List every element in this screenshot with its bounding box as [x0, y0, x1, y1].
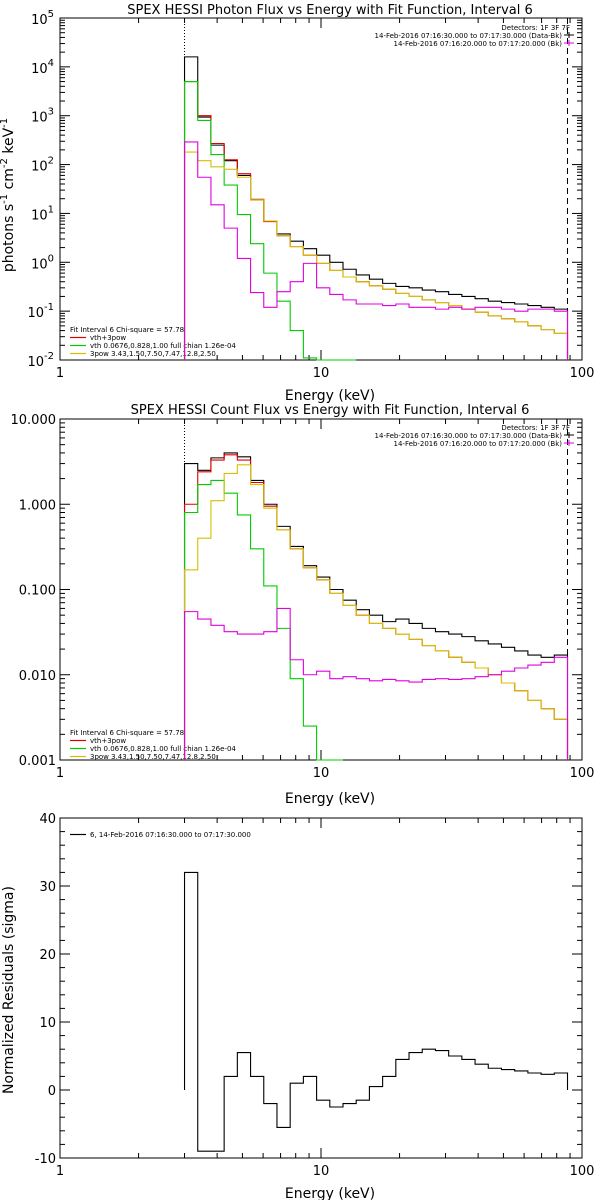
- data-interval-label: 14-Feb-2016 07:16:30.000 to 07:17:30.000…: [375, 32, 563, 40]
- y-tick-base: 10: [31, 257, 48, 272]
- y-tick-label: 1.000: [19, 498, 56, 513]
- x-tick-label: 10: [313, 366, 330, 381]
- series-vth: [183, 81, 357, 361]
- y-tick-label: 103: [31, 107, 54, 126]
- y-tick-label: 0: [48, 1084, 56, 1099]
- y-tick-label: 100: [31, 253, 54, 272]
- legend-3pow-label: 3pow 3.43,1.50,7.50,7.47,12.8,2.50: [90, 350, 216, 358]
- count-flux-panel: SPEX HESSI Count Flux vs Energy with Fit…: [11, 403, 595, 807]
- y-tick-exponent: 0: [48, 253, 54, 264]
- ylabel-part: cm: [1, 168, 17, 194]
- ylabel-part: keV: [1, 127, 17, 158]
- count-flux-title: SPEX HESSI Count Flux vs Energy with Fit…: [131, 403, 530, 418]
- plot-frame: 1 10 100 -10 0 10 20 30 40: [35, 812, 595, 1179]
- legend-vth3pow-label: vth+3pow: [90, 334, 126, 342]
- y-tick-base: 10: [31, 160, 48, 175]
- photon-flux-ylabel: photons s-1 cm-2 keV-1: [0, 118, 17, 272]
- y-tick-exponent: -2: [44, 351, 54, 362]
- legend-vth-label: vth 0.0676,0.828,1.00 full chian 1.26e-0…: [90, 342, 236, 350]
- photon-flux-xlabel: Energy (keV): [285, 388, 375, 404]
- x-tick-label: 100: [570, 766, 595, 781]
- y-tick-exponent: 5: [48, 9, 54, 20]
- y-tick-exponent: 3: [48, 107, 54, 118]
- y-tick-label: 10.000: [11, 413, 57, 428]
- series-3pow: [183, 151, 569, 360]
- y-tick-base: 10: [27, 355, 44, 370]
- photon-flux-title: SPEX HESSI Photon Flux vs Energy with Fi…: [127, 3, 533, 18]
- series-data-bk: [183, 56, 569, 360]
- y-tick-base: 10: [31, 111, 48, 126]
- y-tick-label: 0.010: [19, 669, 56, 684]
- series-bk: [183, 141, 569, 360]
- background-interval-label: 14-Feb-2016 07:16:20.000 to 07:17:20.000…: [394, 440, 563, 448]
- count-flux-xlabel: Energy (keV): [285, 791, 375, 807]
- y-tick-exponent: 1: [48, 204, 54, 215]
- y-tick-label: 0.001: [19, 754, 56, 769]
- series-6-14-feb-2016-07-16-: [183, 871, 569, 1152]
- residual-legend-label: 6, 14-Feb-2016 07:16:30.000 to 07:17:30.…: [90, 831, 251, 839]
- detectors-label: Detectors: 1F 3F 7F: [501, 424, 570, 432]
- y-tick-label: 20: [39, 948, 56, 963]
- x-tick-label: 1: [56, 1164, 64, 1179]
- residuals-panel: 1 10 100 -10 0 10 20 30 40 Energy (keV) Normaliz…: [1, 812, 594, 1200]
- residuals-ylabel: Normalized Residuals (sigma): [1, 886, 17, 1094]
- y-tick-base: 10: [27, 306, 44, 321]
- legend-vth3pow-label: vth+3pow: [90, 737, 126, 745]
- x-tick-label: 100: [570, 366, 595, 381]
- legend-fit-label: Fit Interval 6 Chi-square = 57.78: [70, 729, 184, 737]
- series-3pow: [183, 464, 569, 760]
- legend-vth-label: vth 0.0676,0.828,1.00 full chian 1.26e-0…: [90, 745, 236, 753]
- photon-flux-panel: SPEX HESSI Photon Flux vs Energy with Fi…: [0, 3, 594, 404]
- y-tick-label: 40: [39, 812, 56, 827]
- detectors-label: Detectors: 1F 3F 7F: [501, 24, 570, 32]
- y-tick-label: 105: [31, 9, 54, 28]
- y-tick-base: 10: [31, 208, 48, 223]
- y-tick-base: 10: [31, 62, 48, 77]
- ylabel-exp: -1: [0, 118, 10, 128]
- y-tick-label: 0.100: [19, 584, 56, 599]
- x-tick-label: 1: [56, 766, 64, 781]
- background-interval-label: 14-Feb-2016 07:16:20.000 to 07:17:20.000…: [394, 40, 563, 48]
- ylabel-exp: -1: [0, 194, 10, 204]
- x-tick-label: 10: [313, 766, 330, 781]
- legend-3pow-label: 3pow 3.43,1.50,7.50,7.47,12.8,2.50: [90, 753, 216, 761]
- legend-fit-label: Fit Interval 6 Chi-square = 57.78: [70, 326, 184, 334]
- series-data-bk: [183, 452, 569, 760]
- series-bk: [183, 607, 569, 760]
- ylabel-exp: -2: [0, 158, 10, 168]
- data-interval-label: 14-Feb-2016 07:16:30.000 to 07:17:30.000…: [375, 432, 563, 440]
- y-tick-label: 102: [31, 156, 54, 175]
- y-tick-exponent: 2: [48, 156, 54, 167]
- y-tick-label: 101: [31, 204, 54, 223]
- residuals-xlabel: Energy (keV): [285, 1186, 375, 1200]
- ylabel-part: photons s: [1, 204, 17, 272]
- y-tick-exponent: -1: [44, 302, 54, 313]
- y-tick-label: 10-2: [27, 351, 54, 370]
- x-tick-label: 1: [56, 366, 64, 381]
- y-tick-exponent: 4: [48, 58, 54, 69]
- x-tick-label: 10: [313, 1164, 330, 1179]
- y-tick-label: 10: [39, 1016, 56, 1031]
- plot-frame: 1 10 100 0.001 0.010 0.100 1.000 10.000: [11, 413, 595, 781]
- y-tick-label: 10-1: [27, 302, 54, 321]
- series-vth: [183, 479, 344, 761]
- y-tick-base: 10: [31, 13, 48, 28]
- x-tick-label: 100: [570, 1164, 595, 1179]
- y-tick-label: 104: [31, 58, 54, 77]
- y-tick-label: -10: [35, 1152, 56, 1167]
- y-tick-label: 30: [39, 880, 56, 895]
